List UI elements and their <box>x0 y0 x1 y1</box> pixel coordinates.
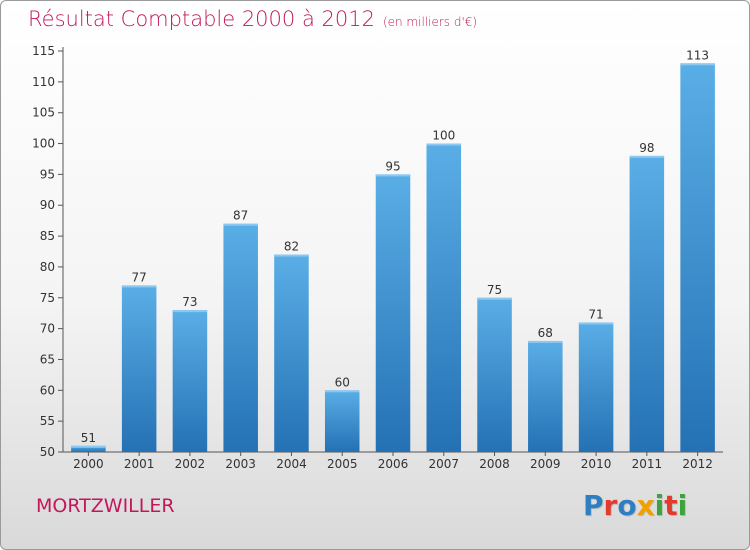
data-label: 73 <box>182 295 197 309</box>
data-label: 71 <box>588 307 603 321</box>
data-label: 82 <box>284 240 299 254</box>
bar-top-highlight <box>375 174 411 177</box>
y-tick-label: 100 <box>32 137 55 151</box>
bar-top-highlight <box>121 285 157 288</box>
bar-top-highlight <box>477 297 512 300</box>
data-label: 100 <box>432 129 455 143</box>
y-tick-label: 65 <box>40 352 55 366</box>
y-tick-label: 115 <box>32 44 55 58</box>
y-tick-label: 55 <box>40 414 55 428</box>
bar-top-highlight <box>680 63 715 66</box>
bar-2005 <box>324 390 360 452</box>
bar-2007 <box>426 143 462 453</box>
proxiti-logo: Proxiti <box>583 489 687 522</box>
bar-top-highlight <box>426 143 462 146</box>
data-label: 98 <box>639 141 654 155</box>
bar-2006 <box>375 174 411 452</box>
y-tick-label: 60 <box>40 383 55 397</box>
x-tick-label: 2007 <box>428 457 459 471</box>
data-label: 77 <box>132 270 147 284</box>
logo-letter: P <box>583 489 604 522</box>
bar-top-highlight <box>528 340 563 343</box>
chart-title: Résultat Comptable 2000 à 2012 (en millie… <box>28 7 477 31</box>
x-tick-label: 2000 <box>73 457 104 471</box>
chart-title-text: Résultat Comptable 2000 à 2012 <box>28 7 375 31</box>
bar-top-highlight <box>274 254 309 257</box>
data-label: 51 <box>81 431 96 445</box>
x-tick-label: 2008 <box>479 457 510 471</box>
bar-top-highlight <box>578 322 614 325</box>
x-tick-label: 2012 <box>682 457 713 471</box>
data-label: 95 <box>385 159 400 173</box>
x-tick-label: 2002 <box>175 457 206 471</box>
bar-2008 <box>477 297 512 452</box>
data-label: 75 <box>487 283 502 297</box>
logo-letter: t <box>664 489 678 522</box>
bar-2004 <box>274 254 309 452</box>
bar-2000 <box>71 445 106 452</box>
logo-letter: o <box>617 489 637 522</box>
logo-letter: i <box>677 489 688 522</box>
town-name: MORTZWILLER <box>36 495 175 517</box>
x-tick-label: 2006 <box>378 457 409 471</box>
bar-2011 <box>629 155 665 452</box>
data-label: 68 <box>538 326 553 340</box>
bar-top-highlight <box>172 310 208 313</box>
bar-2010 <box>578 322 614 452</box>
y-tick-label: 70 <box>40 322 55 336</box>
bar-top-highlight <box>324 390 360 393</box>
y-tick-label: 90 <box>40 198 55 212</box>
bar-2001 <box>121 285 157 452</box>
x-tick-label: 2004 <box>276 457 307 471</box>
bar-top-highlight <box>629 155 665 158</box>
bar-2009 <box>528 340 563 452</box>
x-tick-label: 2003 <box>225 457 256 471</box>
chart-subtitle: (en milliers d'€) <box>382 15 478 29</box>
y-tick-label: 105 <box>32 106 55 120</box>
data-label: 87 <box>233 209 248 223</box>
bar-2002 <box>172 310 208 452</box>
logo-letter: r <box>603 489 618 522</box>
bar-top-highlight <box>223 223 258 226</box>
bar-top-highlight <box>71 445 106 448</box>
y-tick-label: 110 <box>32 75 55 89</box>
y-tick-label: 50 <box>40 445 55 459</box>
data-label: 60 <box>335 375 350 389</box>
bar-2012 <box>680 63 715 452</box>
data-label: 113 <box>686 48 709 62</box>
x-tick-label: 2011 <box>632 457 663 471</box>
y-tick-label: 85 <box>40 229 55 243</box>
logo-letter: i <box>654 489 665 522</box>
logo-letter: x <box>636 489 655 522</box>
y-tick-label: 80 <box>40 260 55 274</box>
y-tick-label: 95 <box>40 167 55 181</box>
x-tick-label: 2001 <box>124 457 155 471</box>
x-tick-label: 2009 <box>530 457 561 471</box>
y-tick-label: 75 <box>40 291 55 305</box>
x-tick-label: 2010 <box>581 457 612 471</box>
bar-2003 <box>223 223 258 452</box>
x-tick-label: 2005 <box>327 457 358 471</box>
